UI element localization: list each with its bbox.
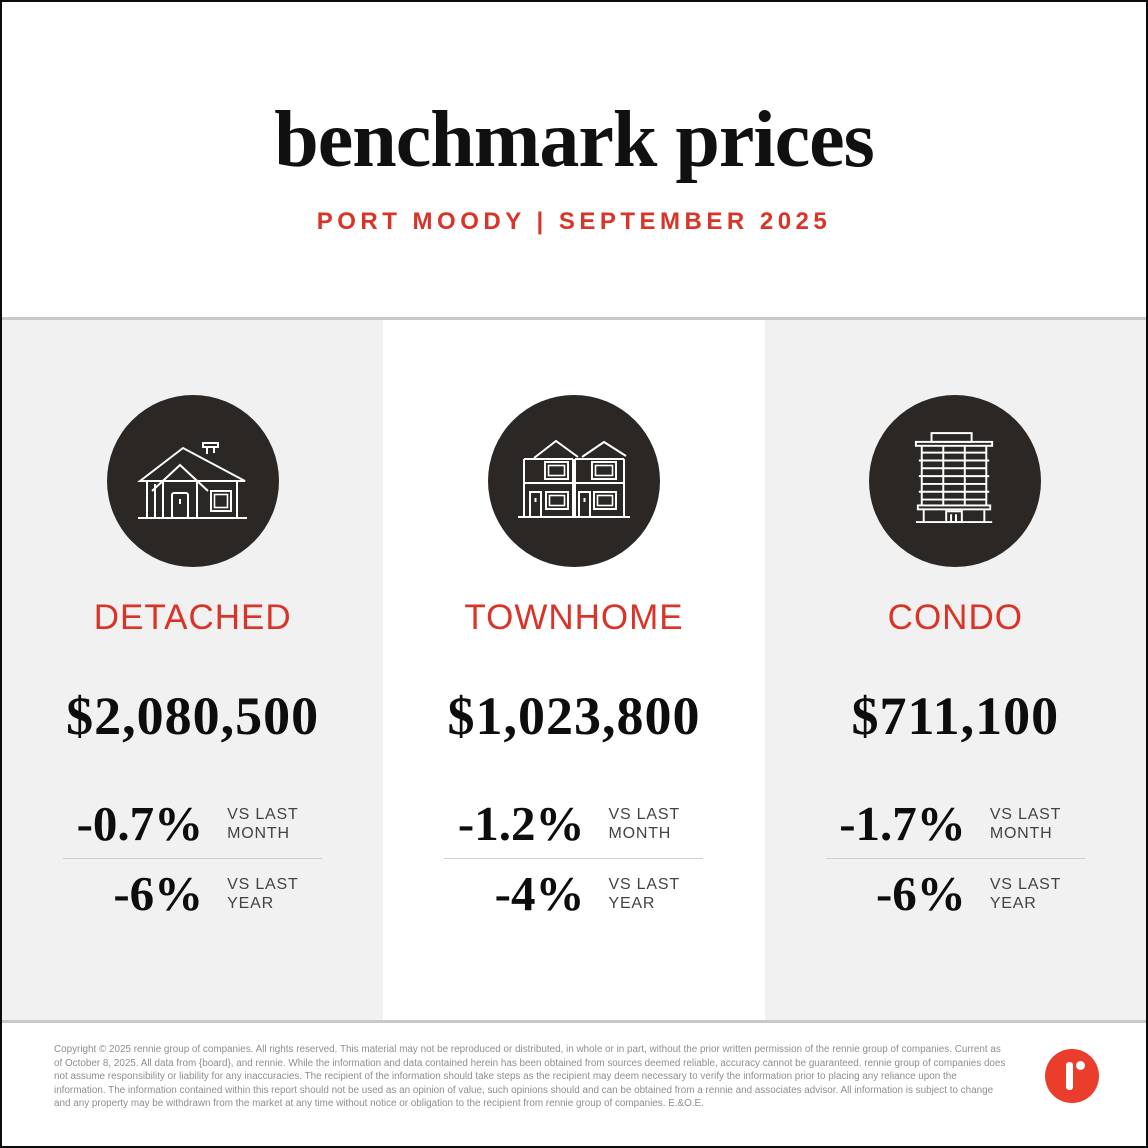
footer: Copyright © 2025 rennie group of compani…: [2, 1023, 1146, 1146]
stat-divider: [63, 858, 323, 859]
rennie-logo-bar: [1066, 1062, 1073, 1090]
column-condo: CONDO $711,100 -1.7% VS LAST MONTH -6% V…: [764, 320, 1146, 1020]
townhome-icon: [513, 431, 635, 531]
condo-year-change-row: -6% VS LAST YEAR: [826, 859, 1085, 928]
condo-stats: -1.7% VS LAST MONTH -6% VS LAST YEAR: [825, 789, 1085, 928]
condo-month-caption: VS LAST MONTH: [989, 805, 1062, 842]
detached-year-change-row: -6% VS LAST YEAR: [63, 859, 322, 928]
rennie-logo-dot: [1076, 1061, 1085, 1070]
townhome-month-caption: VS LAST MONTH: [608, 805, 680, 842]
condo-building-icon: [911, 432, 999, 530]
condo-label: CONDO: [887, 598, 1023, 637]
column-detached: DETACHED $2,080,500 -0.7% VS LAST MONTH …: [2, 320, 384, 1020]
townhome-price: $1,023,800: [447, 686, 701, 746]
condo-year-caption: VS LAST YEAR: [989, 875, 1062, 912]
detached-house-icon: [130, 429, 255, 534]
page-title: benchmark prices: [274, 96, 875, 184]
stat-divider: [825, 858, 1085, 859]
townhome-month-change-row: -1.2% VS LAST MONTH: [444, 789, 703, 858]
stat-divider: [444, 858, 704, 859]
detached-year-change: -6%: [113, 866, 204, 921]
header-divider: [2, 317, 1146, 320]
price-columns: DETACHED $2,080,500 -0.7% VS LAST MONTH …: [2, 320, 1146, 1020]
detached-icon-circle: [106, 395, 279, 567]
page-subtitle: PORT MOODY | SEPTEMBER 2025: [316, 208, 832, 235]
condo-icon-circle: [869, 395, 1042, 567]
condo-price: $711,100: [851, 686, 1060, 746]
detached-stats: -0.7% VS LAST MONTH -6% VS LAST YEAR: [63, 789, 323, 928]
rennie-logo: [1045, 1049, 1099, 1103]
condo-month-change: -1.7%: [839, 796, 966, 851]
townhome-year-caption: VS LAST YEAR: [608, 875, 680, 912]
townhome-label: TOWNHOME: [464, 598, 684, 637]
condo-year-change: -6%: [875, 866, 966, 921]
footer-divider: [2, 1020, 1146, 1023]
detached-label: DETACHED: [93, 598, 292, 637]
detached-month-change: -0.7%: [76, 796, 204, 851]
column-townhome: TOWNHOME $1,023,800 -1.2% VS LAST MONTH …: [383, 320, 765, 1020]
detached-month-change-row: -0.7% VS LAST MONTH: [63, 789, 322, 858]
header: benchmark prices PORT MOODY | SEPTEMBER …: [2, 2, 1146, 317]
townhome-icon-circle: [487, 395, 660, 567]
townhome-year-change: -4%: [494, 866, 585, 921]
detached-year-caption: VS LAST YEAR: [227, 875, 299, 912]
townhome-month-change: -1.2%: [457, 796, 585, 851]
townhome-stats: -1.2% VS LAST MONTH -4% VS LAST YEAR: [444, 789, 704, 928]
copyright-disclaimer: Copyright © 2025 rennie group of compani…: [54, 1044, 1006, 1110]
condo-month-change-row: -1.7% VS LAST MONTH: [826, 789, 1085, 858]
detached-price: $2,080,500: [66, 686, 320, 746]
detached-month-caption: VS LAST MONTH: [227, 805, 299, 842]
townhome-year-change-row: -4% VS LAST YEAR: [444, 859, 703, 928]
